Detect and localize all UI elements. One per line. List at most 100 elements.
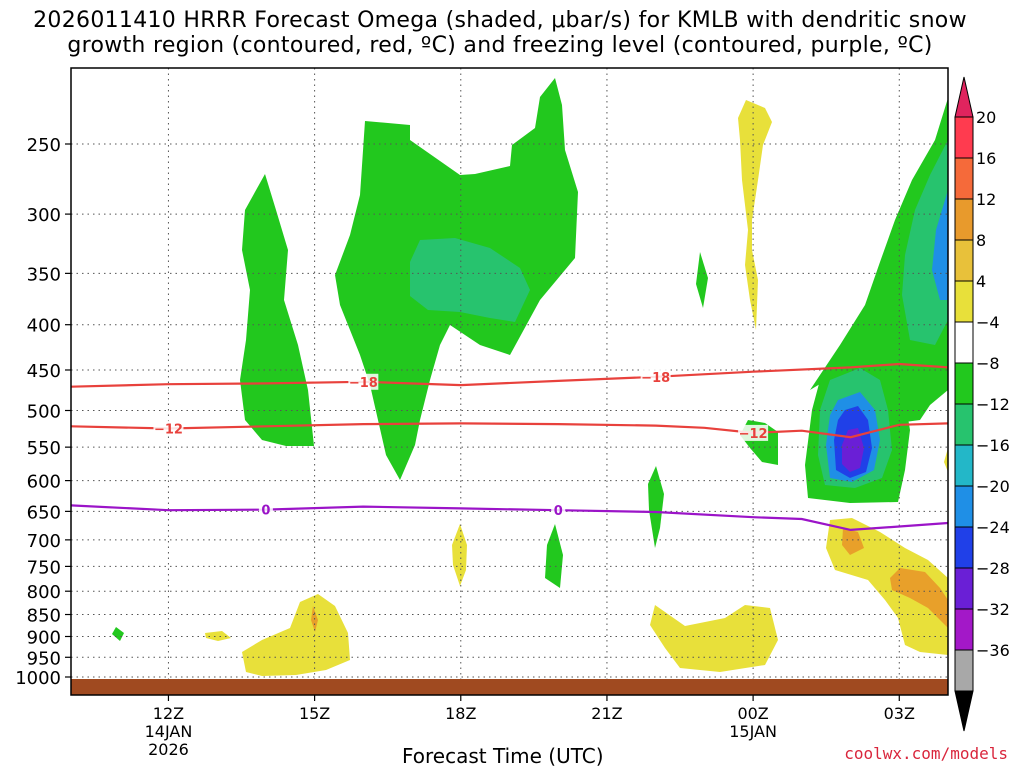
- contour-dgz-top: [70, 362, 949, 388]
- contour-label-bg: [258, 501, 273, 518]
- contour-dgz-bottom: [70, 422, 949, 439]
- contour-label-bg: [640, 368, 671, 385]
- colorbar-swatch: [954, 567, 974, 610]
- contour-lines: −18 −18 −12 −12 0 0: [70, 362, 949, 532]
- colorbar-swatch: [954, 239, 974, 282]
- contour-label-bg: [153, 420, 184, 437]
- x-tick-label: 15Z: [299, 704, 330, 723]
- contour-label: 0: [554, 504, 563, 519]
- y-tick-label: 400: [27, 316, 61, 337]
- contour-label: −12: [154, 423, 183, 438]
- contour-freezing-level: [70, 504, 949, 532]
- x-tick-label: 18Z: [445, 704, 476, 723]
- omega-rise-cyan: [902, 140, 948, 345]
- omega-yellow-f: [944, 448, 948, 472]
- omega-shading: [112, 78, 948, 676]
- contour-label-bg: [551, 502, 566, 519]
- y-tick-label: 550: [27, 438, 61, 459]
- colorbar-bottom-arrow: [954, 690, 974, 732]
- colorbar-label: −12: [976, 395, 1010, 414]
- x-axis-title: Forecast Time (UTC): [402, 744, 604, 768]
- x-tick-year: 2026: [148, 740, 189, 759]
- contour-label: 0: [261, 504, 270, 519]
- colorbar-label: −20: [976, 477, 1010, 496]
- colorbar-label: −24: [976, 518, 1010, 537]
- y-tick-label: 850: [27, 606, 61, 627]
- contour-label: −18: [349, 376, 378, 391]
- chart-title-line-1: 2026011410 HRRR Forecast Omega (shaded, …: [33, 8, 967, 33]
- y-tick-label: 350: [27, 264, 61, 285]
- colorbar-swatch: [954, 485, 974, 528]
- y-axis: 2503003504004505005506006507007508008509…: [15, 135, 71, 689]
- y-tick-label: 600: [27, 472, 61, 493]
- y-tick-label: 950: [27, 648, 61, 669]
- x-tick-date: 15JAN: [729, 722, 777, 741]
- omega-yellow-low: [242, 594, 350, 676]
- omega-yellow-e: [826, 518, 948, 655]
- colorbar: 20 16 12 8 4 −4 −8 −12 −16 −20 −24 −28 −32 −36: [954, 76, 1010, 732]
- site-credit: coolwx.com/models: [844, 744, 1008, 763]
- omega-green-a: [240, 174, 314, 446]
- contour-label-bg: [738, 424, 769, 441]
- y-tick-label: 650: [27, 502, 61, 523]
- colorbar-label: −32: [976, 600, 1010, 619]
- omega-orange-e: [842, 528, 864, 555]
- colorbar-swatch: [954, 157, 974, 200]
- colorbar-label: −16: [976, 436, 1010, 455]
- colorbar-swatch: [954, 198, 974, 241]
- omega-orange-e2: [890, 568, 948, 628]
- y-tick-label: 800: [27, 582, 61, 603]
- colorbar-label: 12: [976, 190, 996, 209]
- ground-strip: [71, 679, 948, 695]
- omega-rise-east: [810, 98, 948, 422]
- colorbar-swatch: [954, 280, 974, 323]
- plot-frame: [70, 67, 949, 696]
- colorbar-swatch: [954, 608, 974, 651]
- y-tick-label: 450: [27, 361, 61, 382]
- colorbar-swatch: [954, 649, 974, 692]
- y-tick-label: 900: [27, 627, 61, 648]
- colorbar-swatch: [954, 116, 974, 159]
- y-tick-label: 250: [27, 135, 61, 156]
- y-tick-label: 300: [27, 205, 61, 226]
- colorbar-label: −28: [976, 559, 1010, 578]
- colorbar-label: −4: [976, 313, 1000, 332]
- omega-teal-b: [410, 238, 530, 322]
- colorbar-label: 4: [976, 272, 986, 291]
- x-tick-date: 14JAN: [145, 722, 193, 741]
- x-tick-label: 03Z: [884, 704, 915, 723]
- omega-green-c: [696, 252, 708, 308]
- colorbar-swatch: [954, 526, 974, 569]
- y-tick-label: 500: [27, 402, 61, 423]
- contour-label: −18: [641, 371, 670, 386]
- chart-title-line-2: growth region (contoured, red, ºC) and f…: [67, 33, 933, 58]
- colorbar-label: −36: [976, 641, 1010, 660]
- contour-label-bg: [348, 373, 379, 390]
- y-tick-label: 700: [27, 531, 61, 552]
- omega-green-c5: [112, 627, 124, 641]
- x-tick-label: 00Z: [737, 704, 768, 723]
- colorbar-swatch: [954, 403, 974, 446]
- colorbar-top-arrow: [954, 76, 974, 118]
- colorbar-label: 20: [976, 108, 996, 127]
- x-tick-label: 21Z: [591, 704, 622, 723]
- x-tick-label: 12Z: [153, 704, 184, 723]
- colorbar-swatch: [954, 321, 974, 364]
- y-tick-label: 750: [27, 557, 61, 578]
- omega-yellow-small1: [205, 631, 231, 641]
- y-tick-label: 1000: [15, 668, 61, 689]
- omega-yellow-mid: [738, 100, 772, 330]
- omega-green-c3: [648, 466, 664, 548]
- colorbar-label: 8: [976, 231, 986, 250]
- colorbar-label: 16: [976, 149, 996, 168]
- contour-label: −12: [739, 427, 768, 442]
- omega-yellow-d: [650, 605, 778, 672]
- colorbar-swatch: [954, 444, 974, 487]
- omega-yellow-small2: [452, 524, 467, 586]
- omega-purple-e: [842, 428, 864, 472]
- omega-rise-blue: [932, 190, 948, 300]
- colorbar-label: −8: [976, 354, 1000, 373]
- colorbar-swatch: [954, 362, 974, 405]
